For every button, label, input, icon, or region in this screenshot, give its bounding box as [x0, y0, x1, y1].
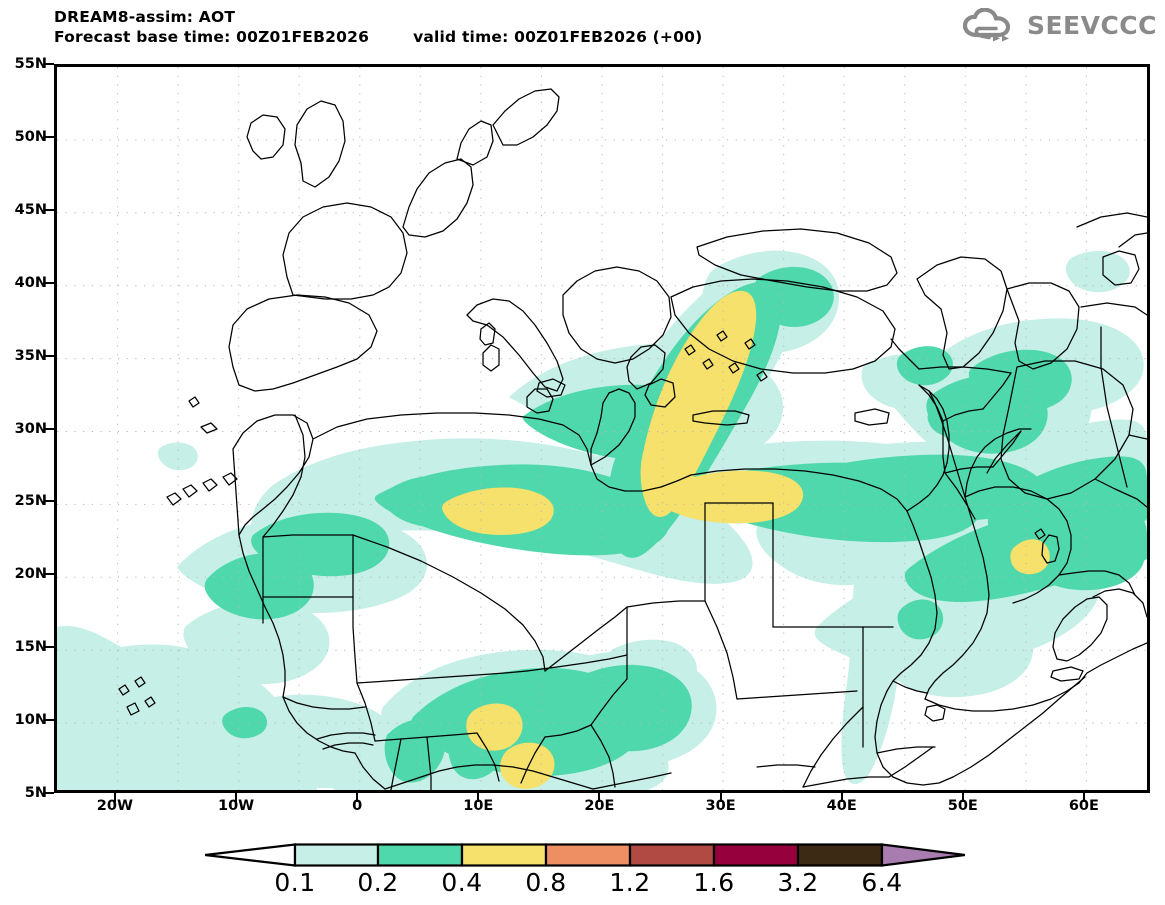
colorbar-swatches — [205, 843, 965, 867]
colorbar-tick-label: 0.8 — [525, 868, 567, 897]
y-tick-label: 45N — [14, 201, 47, 218]
y-tick-label: 35N — [14, 347, 47, 364]
seevccc-logo-text: SEEVCCC — [1026, 10, 1157, 40]
valid-time-value: 00Z01FEB2026 (+00) — [514, 28, 703, 46]
y-tick-label: 10N — [14, 712, 47, 729]
map-canvas — [57, 67, 1147, 790]
y-tick-mark — [45, 719, 54, 722]
y-tick-label: 5N — [24, 785, 47, 801]
colorbar-tick-label: 1.2 — [609, 868, 651, 897]
colorbar-under-arrow — [205, 843, 297, 867]
x-tick-mark — [961, 793, 964, 802]
chart-subtitle: Forecast base time: 00Z01FEB2026 valid ti… — [54, 28, 702, 46]
chart-title: DREAM8-assim: AOT — [54, 8, 236, 26]
colorbar-tick-label: 0.4 — [441, 868, 483, 897]
map-coastlines — [118, 88, 1147, 790]
aot-band-0.4-0.8 — [442, 290, 1050, 790]
colorbar-tick-label: 0.1 — [274, 868, 316, 897]
x-tick-mark — [719, 793, 722, 802]
y-tick-mark — [45, 63, 54, 65]
colorbar-swatch — [712, 843, 800, 867]
y-tick-mark — [45, 573, 54, 576]
x-tick-label: 0 — [352, 798, 363, 814]
x-tick-label: 30E — [705, 798, 736, 814]
colorbar-swatch — [376, 843, 464, 867]
y-tick-label: 15N — [14, 639, 47, 656]
x-tick-label: 20E — [584, 798, 615, 814]
colorbar-swatch — [796, 843, 884, 867]
x-tick-label: 60E — [1068, 798, 1099, 814]
x-tick-label: 50E — [947, 798, 978, 814]
y-tick-label: 55N — [14, 56, 47, 72]
aot-map-plot — [54, 64, 1150, 793]
x-tick-mark — [1082, 793, 1085, 802]
y-tick-mark — [45, 646, 54, 649]
y-tick-mark — [45, 281, 54, 284]
y-tick-mark — [45, 354, 54, 357]
colorbar-over-arrow — [880, 843, 965, 867]
y-tick-label: 50N — [14, 128, 47, 145]
colorbar-tick-label: 6.4 — [861, 868, 903, 897]
x-tick-mark — [356, 793, 359, 802]
colorbar-swatch — [460, 843, 548, 867]
x-tick-mark — [113, 793, 116, 802]
valid-time-label: valid time: — [413, 28, 509, 46]
colorbar-swatch — [544, 843, 632, 867]
x-tick-label: 10W — [218, 798, 255, 814]
x-tick-mark — [235, 793, 238, 802]
colorbar-tick-label: 0.2 — [357, 868, 399, 897]
x-tick-mark — [477, 793, 480, 802]
y-tick-label: 30N — [14, 420, 47, 437]
x-tick-mark — [598, 793, 601, 802]
colorbar-swatch — [628, 843, 716, 867]
colorbar-tick-label: 3.2 — [777, 868, 819, 897]
aot-colorbar — [205, 843, 965, 867]
forecast-base-time-value: 00Z01FEB2026 — [236, 28, 370, 46]
seevccc-logo: SEEVCCC — [962, 8, 1157, 42]
y-tick-mark — [45, 500, 54, 503]
y-tick-mark — [45, 208, 54, 211]
x-tick-label: 10E — [463, 798, 494, 814]
y-tick-label: 20N — [14, 566, 47, 583]
x-tick-mark — [840, 793, 843, 802]
forecast-base-time-label: Forecast base time: — [54, 28, 231, 46]
colorbar-swatch — [293, 843, 380, 867]
colorbar-tick-label: 1.6 — [693, 868, 735, 897]
y-tick-label: 40N — [14, 274, 47, 291]
y-tick-mark — [45, 427, 54, 430]
y-tick-mark — [45, 792, 54, 794]
x-tick-label: 20W — [96, 798, 133, 814]
y-tick-mark — [45, 135, 54, 138]
cloud-wind-icon — [962, 8, 1011, 42]
y-tick-label: 25N — [14, 493, 47, 510]
x-tick-label: 40E — [826, 798, 857, 814]
